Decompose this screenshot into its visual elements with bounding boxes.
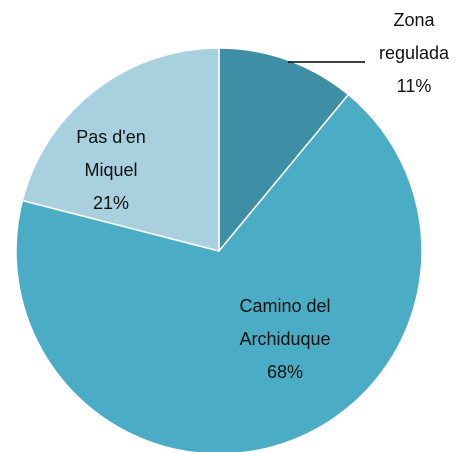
category-name: Camino del Archiduque <box>239 296 331 349</box>
value-label: 11% <box>396 76 432 96</box>
value-label: 68% <box>266 362 304 382</box>
pie-slice <box>15 93 423 452</box>
category-name: Pas d'en Miquel <box>76 127 146 180</box>
pie-slice <box>218 47 350 254</box>
value-label: 21% <box>92 193 130 213</box>
pie-slice <box>21 47 220 252</box>
slice-label: Camino del Archiduque 68% <box>210 290 360 389</box>
slice-label: Zona regulada 11% <box>366 4 462 103</box>
category-name: Zona regulada <box>378 10 450 63</box>
slice-label: Pas d'en Miquel 21% <box>58 121 164 220</box>
